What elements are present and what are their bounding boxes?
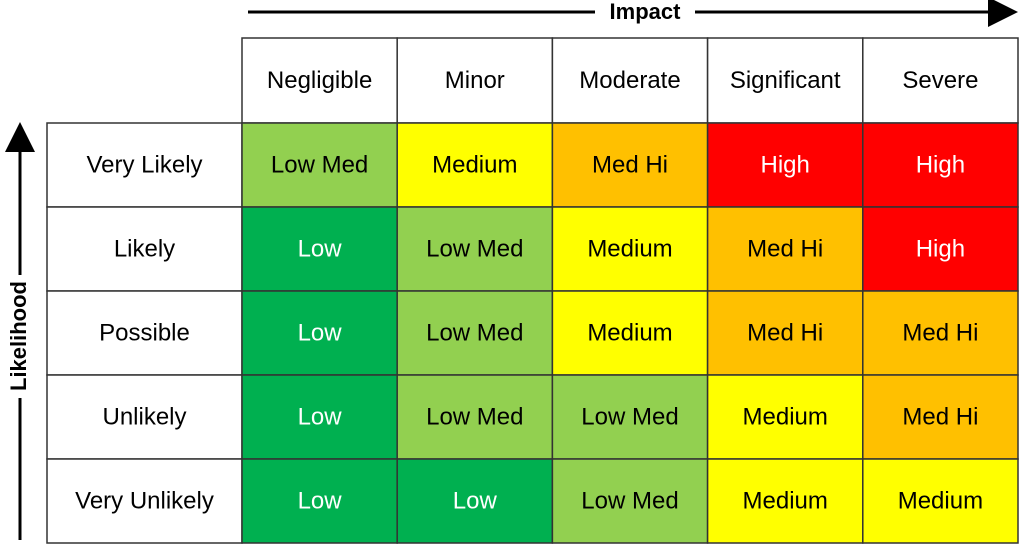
risk-level: Medium — [432, 151, 517, 178]
risk-level: Medium — [587, 319, 672, 346]
risk-level: Med Hi — [902, 319, 978, 346]
column-header-cell — [551, 37, 709, 124]
risk-level: Low — [453, 487, 498, 514]
risk-level: Med Hi — [902, 403, 978, 430]
risk-cell — [241, 458, 398, 544]
risk-cell — [706, 374, 864, 460]
row-header-cell — [46, 206, 243, 292]
risk-cell — [241, 374, 398, 460]
risk-level: Medium — [898, 487, 983, 514]
column-header: Significant — [730, 67, 841, 94]
impact-label: Impact — [610, 0, 682, 24]
risk-cell — [396, 374, 554, 460]
risk-level: Low — [298, 319, 343, 346]
row-header-cell — [46, 122, 243, 208]
likelihood-label: Likelihood — [6, 281, 31, 391]
risk-cell — [862, 374, 1019, 460]
risk-level: Med Hi — [747, 235, 823, 262]
column-header: Minor — [445, 67, 505, 94]
risk-level: High — [761, 151, 810, 178]
risk-level: Low Med — [426, 319, 523, 346]
risk-level: Med Hi — [592, 151, 668, 178]
risk-cell — [706, 122, 864, 208]
column-header: Severe — [902, 67, 978, 94]
column-header-cell — [706, 37, 864, 124]
risk-level: Medium — [743, 487, 828, 514]
row-header: Likely — [114, 235, 175, 262]
risk-cell — [396, 206, 554, 292]
risk-level: Low Med — [581, 487, 678, 514]
risk-cell — [862, 206, 1019, 292]
risk-cell — [862, 290, 1019, 376]
risk-cell — [551, 122, 709, 208]
row-header: Possible — [99, 319, 190, 346]
row-header: Unlikely — [102, 403, 186, 430]
risk-cell — [396, 458, 554, 544]
row-header: Very Unlikely — [75, 487, 214, 514]
column-header-cell — [241, 37, 398, 124]
risk-level: Med Hi — [747, 319, 823, 346]
column-header: Negligible — [267, 67, 372, 94]
likelihood-axis: Likelihood — [4, 122, 35, 540]
risk-level: Low — [298, 403, 343, 430]
risk-cell — [706, 290, 864, 376]
column-header-cell — [862, 37, 1019, 124]
risk-cell — [241, 290, 398, 376]
risk-level: High — [916, 235, 965, 262]
risk-level: Low Med — [271, 151, 368, 178]
risk-level: High — [916, 151, 965, 178]
risk-level: Medium — [743, 403, 828, 430]
risk-cell — [551, 374, 709, 460]
risk-cell — [396, 290, 554, 376]
column-header: Moderate — [579, 67, 680, 94]
row-header: Very Likely — [86, 151, 202, 178]
row-header-cell — [46, 374, 243, 460]
risk-cell — [706, 458, 864, 544]
matrix-table: Negligible Minor Moderate Significant Severe… — [46, 37, 1019, 544]
impact-axis: Impact — [248, 0, 1018, 27]
risk-level: Low Med — [426, 403, 523, 430]
risk-level: Low — [298, 235, 343, 262]
risk-level: Low — [298, 487, 343, 514]
risk-level: Medium — [587, 235, 672, 262]
risk-cell — [862, 458, 1019, 544]
risk-cell — [862, 122, 1019, 208]
risk-level: Low Med — [426, 235, 523, 262]
risk-level: Low Med — [581, 403, 678, 430]
row-header-cell — [46, 290, 243, 376]
row-header-cell — [46, 458, 243, 544]
